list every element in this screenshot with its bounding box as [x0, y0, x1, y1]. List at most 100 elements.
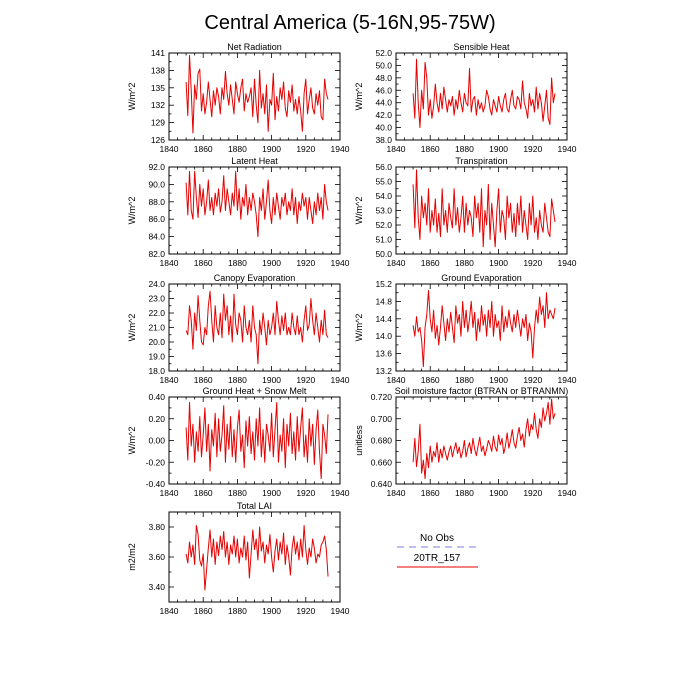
chart-canopy-evaporation-ytick-label-1: 19.0 [148, 352, 165, 362]
chart-ground-heat-snow-melt-ytick-label-1: -0.20 [146, 457, 166, 467]
chart-latent-heat-ytick-label-5: 92.0 [148, 162, 165, 172]
chart-transpiration-ytick-label-0: 50.0 [375, 249, 392, 259]
chart-net-radiation-ytick-label-0: 126 [151, 135, 165, 145]
chart-soil-moisture-factor-btran-or-btranmn-xtick-label-1860: 1860 [421, 488, 440, 498]
panels-container: Net Radiation W/m^2 1840 1860 1880 1900 1920 19… [127, 42, 577, 616]
chart-latent-heat-ytick-label-0: 82.0 [148, 249, 165, 259]
chart-canopy-evaporation-ytick-label-3: 21.0 [148, 323, 165, 333]
chart-ground-heat-snow-melt-series-20tr-157 [185, 401, 329, 480]
chart-ground-heat-snow-melt-ytick-label-2: 0.00 [148, 436, 165, 446]
chart-latent-heat-xtick-label-1860: 1860 [194, 258, 213, 268]
chart-sensible-heat: Sensible Heat W/m^2 1840 1860 1880 1900 1920 19… [354, 42, 577, 154]
chart-ground-evaporation-xtick-label-1840: 1840 [387, 375, 406, 385]
chart-transpiration-xtick-label-1920: 1920 [523, 258, 542, 268]
chart-total-lai-xtick-label-1840: 1840 [160, 606, 179, 616]
chart-net-radiation-xtick-label-1860: 1860 [194, 144, 213, 154]
chart-transpiration-title: Transpiration [455, 156, 507, 166]
chart-sensible-heat-ytick-label-6: 50.0 [375, 60, 392, 70]
chart-transpiration-ytick-label-2: 52.0 [375, 220, 392, 230]
chart-ground-evaporation-ytick-label-4: 14.8 [375, 296, 392, 306]
chart-net-radiation-ylabel: W/m^2 [127, 83, 137, 111]
chart-ground-evaporation-ytick-label-1: 13.6 [375, 349, 392, 359]
chart-latent-heat-ytick-label-3: 88.0 [148, 197, 165, 207]
legend-label-20tr-157: 20TR_157 [414, 553, 461, 564]
chart-ground-evaporation-ytick-label-5: 15.2 [375, 279, 392, 289]
chart-latent-heat-xtick-label-1880: 1880 [228, 258, 247, 268]
chart-sensible-heat-ytick-label-1: 40.0 [375, 123, 392, 133]
chart-sensible-heat-xtick-label-1860: 1860 [421, 144, 440, 154]
chart-canopy-evaporation-xtick-label-1840: 1840 [160, 375, 179, 385]
chart-ground-heat-snow-melt-ytick-label-3: 0.20 [148, 414, 165, 424]
chart-latent-heat-ytick-label-1: 84.0 [148, 232, 165, 242]
chart-transpiration-xtick-label-1840: 1840 [387, 258, 406, 268]
chart-canopy-evaporation-ytick-label-4: 22.0 [148, 308, 165, 318]
chart-canopy-evaporation-ytick-label-0: 18.0 [148, 366, 165, 376]
chart-sensible-heat-ytick-label-3: 44.0 [375, 98, 392, 108]
chart-sensible-heat-xtick-label-1920: 1920 [523, 144, 542, 154]
chart-ground-heat-snow-melt-xtick-label-1920: 1920 [296, 488, 315, 498]
chart-transpiration-ytick-label-4: 54.0 [375, 191, 392, 201]
chart-canopy-evaporation-ytick-label-6: 24.0 [148, 279, 165, 289]
chart-total-lai-xtick-label-1940: 1940 [331, 606, 350, 616]
chart-ground-heat-snow-melt-xtick-label-1880: 1880 [228, 488, 247, 498]
chart-latent-heat-xtick-label-1840: 1840 [160, 258, 179, 268]
chart-ground-evaporation: Ground Evaporation W/m^2 1840 1860 1880 1900 1… [354, 273, 577, 385]
chart-ground-heat-snow-melt: Ground Heat + Snow Melt W/m^2 1840 1860 1880… [127, 386, 350, 498]
chart-total-lai-ytick-label-2: 3.80 [148, 522, 165, 532]
chart-total-lai-xtick-label-1860: 1860 [194, 606, 213, 616]
chart-ground-evaporation-ylabel: W/m^2 [354, 314, 364, 342]
chart-total-lai: Total LAI m2/m2 1840 1860 1880 1900 1920 1940 3.… [127, 501, 350, 616]
chart-soil-moisture-factor-btran-or-btranmn-xtick-label-1940: 1940 [558, 488, 577, 498]
chart-ground-evaporation-ytick-label-2: 14.0 [375, 331, 392, 341]
chart-total-lai-title: Total LAI [237, 501, 272, 511]
chart-net-radiation-series-20tr-157 [185, 54, 329, 134]
chart-transpiration-xtick-label-1860: 1860 [421, 258, 440, 268]
chart-latent-heat-ytick-label-2: 86.0 [148, 214, 165, 224]
chart-sensible-heat-series-20tr-157 [412, 58, 556, 129]
chart-canopy-evaporation: Canopy Evaporation W/m^2 1840 1860 1880 1900 1… [127, 273, 350, 385]
chart-soil-moisture-factor-btran-or-btranmn-ytick-label-1: 0.660 [371, 457, 393, 467]
chart-soil-moisture-factor-btran-or-btranmn-xtick-label-1900: 1900 [489, 488, 508, 498]
chart-ground-evaporation-series-20tr-157 [412, 290, 556, 368]
chart-sensible-heat-ytick-label-2: 42.0 [375, 110, 392, 120]
chart-net-radiation-xtick-label-1900: 1900 [262, 144, 281, 154]
chart-sensible-heat-xtick-label-1900: 1900 [489, 144, 508, 154]
chart-total-lai-xtick-label-1880: 1880 [228, 606, 247, 616]
chart-canopy-evaporation-xtick-label-1860: 1860 [194, 375, 213, 385]
chart-net-radiation-xtick-label-1940: 1940 [331, 144, 350, 154]
chart-transpiration-ytick-label-6: 56.0 [375, 162, 392, 172]
chart-ground-evaporation-title: Ground Evaporation [441, 273, 522, 283]
chart-latent-heat-series-20tr-157 [185, 170, 329, 238]
chart-sensible-heat-title: Sensible Heat [453, 42, 510, 52]
chart-ground-heat-snow-melt-xtick-label-1860: 1860 [194, 488, 213, 498]
chart-transpiration-ytick-label-1: 51.0 [375, 235, 392, 245]
chart-ground-evaporation-xtick-label-1920: 1920 [523, 375, 542, 385]
chart-net-radiation-ytick-label-5: 141 [151, 48, 165, 58]
chart-sensible-heat-xtick-label-1880: 1880 [455, 144, 474, 154]
chart-canopy-evaporation-ytick-label-2: 20.0 [148, 337, 165, 347]
page-title: Central America (5-16N,95-75W) [204, 12, 495, 34]
chart-net-radiation: Net Radiation W/m^2 1840 1860 1880 1900 1920 19… [127, 42, 350, 154]
chart-net-radiation-xtick-label-1920: 1920 [296, 144, 315, 154]
chart-transpiration-xtick-label-1880: 1880 [455, 258, 474, 268]
legend-label-no-obs: No Obs [420, 533, 454, 544]
chart-ground-evaporation-xtick-label-1860: 1860 [421, 375, 440, 385]
chart-ground-heat-snow-melt-title: Ground Heat + Snow Melt [203, 386, 307, 396]
chart-soil-moisture-factor-btran-or-btranmn-ytick-label-4: 0.720 [371, 392, 393, 402]
chart-ground-evaporation-ytick-label-3: 14.4 [375, 314, 392, 324]
chart-soil-moisture-factor-btran-or-btranmn-ytick-label-3: 0.700 [371, 414, 393, 424]
chart-soil-moisture-factor-btran-or-btranmn-xtick-label-1840: 1840 [387, 488, 406, 498]
chart-net-radiation-ytick-label-2: 132 [151, 100, 165, 110]
chart-soil-moisture-factor-btran-or-btranmn-ytick-label-2: 0.680 [371, 436, 393, 446]
chart-latent-heat: Latent Heat W/m^2 1840 1860 1880 1900 1920 1940… [127, 156, 350, 268]
chart-total-lai-ylabel: m2/m2 [127, 543, 137, 571]
chart-soil-moisture-factor-btran-or-btranmn-xtick-label-1920: 1920 [523, 488, 542, 498]
chart-sensible-heat-ytick-label-5: 48.0 [375, 73, 392, 83]
chart-canopy-evaporation-xtick-label-1880: 1880 [228, 375, 247, 385]
chart-soil-moisture-factor-btran-or-btranmn-ytick-label-0: 0.640 [371, 479, 393, 489]
chart-total-lai-xtick-label-1920: 1920 [296, 606, 315, 616]
chart-latent-heat-xtick-label-1940: 1940 [331, 258, 350, 268]
chart-transpiration-xtick-label-1900: 1900 [489, 258, 508, 268]
chart-canopy-evaporation-series-20tr-157 [185, 290, 329, 365]
chart-ground-heat-snow-melt-ylabel: W/m^2 [127, 427, 137, 455]
